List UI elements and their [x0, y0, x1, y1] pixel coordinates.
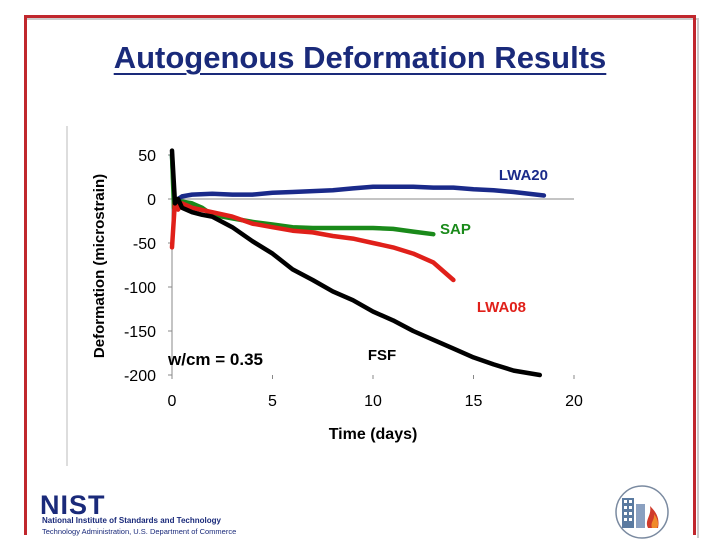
y-tick-label: -150 — [124, 324, 156, 341]
series-label-fsf: FSF — [368, 347, 396, 364]
x-tick-label: 5 — [268, 393, 277, 410]
nist-org-line1: National Institute of Standards and Tech… — [42, 516, 221, 525]
y-tick-label: -200 — [124, 368, 156, 385]
wcm-annotation: w/cm = 0.35 — [167, 350, 263, 369]
nist-logo-mark: NIST — [40, 490, 106, 520]
x-tick-label: 20 — [565, 393, 583, 410]
x-tick-label: 0 — [168, 393, 177, 410]
series-line-lwa08 — [169, 198, 456, 283]
series-label-lwa20: LWA20 — [499, 167, 548, 184]
slide-frame — [24, 15, 696, 535]
series-line-fsf — [169, 148, 543, 378]
x-tick-label: 10 — [364, 393, 382, 410]
deformation-chart: 50 0 -50 -100 -150 -200 0 5 10 15 20 Time (days) Def… — [91, 148, 583, 443]
series-label-lwa08: LWA08 — [477, 299, 526, 316]
slide-frame-shadow — [27, 18, 699, 538]
x-tick-label: 15 — [465, 393, 483, 410]
series-line-lwa20 — [169, 152, 547, 211]
nist-org-line2: Technology Administration, U.S. Departme… — [42, 527, 237, 536]
y-axis-label: Deformation (microstrain) — [91, 174, 108, 358]
slide-title: Autogenous Deformation Results — [113, 40, 607, 75]
nist-logo-text: NIST — [40, 490, 106, 516]
y-tick-label: 50 — [138, 148, 156, 165]
series-label-sap: SAP — [440, 221, 471, 238]
nist-building-fire-seal-icon — [615, 485, 669, 539]
y-tick-label: -50 — [133, 236, 156, 253]
left-divider — [66, 126, 68, 466]
y-tick-label: -100 — [124, 280, 156, 297]
nist-logo: NIST — [38, 490, 128, 521]
y-tick-label: 0 — [147, 192, 156, 209]
x-axis-label: Time (days) — [329, 426, 418, 443]
